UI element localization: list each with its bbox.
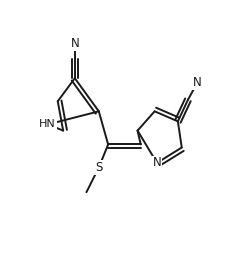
- Text: N: N: [70, 37, 79, 50]
- Text: N: N: [153, 156, 161, 169]
- Text: HN: HN: [39, 119, 56, 130]
- Text: S: S: [95, 161, 102, 174]
- Text: N: N: [193, 76, 202, 89]
